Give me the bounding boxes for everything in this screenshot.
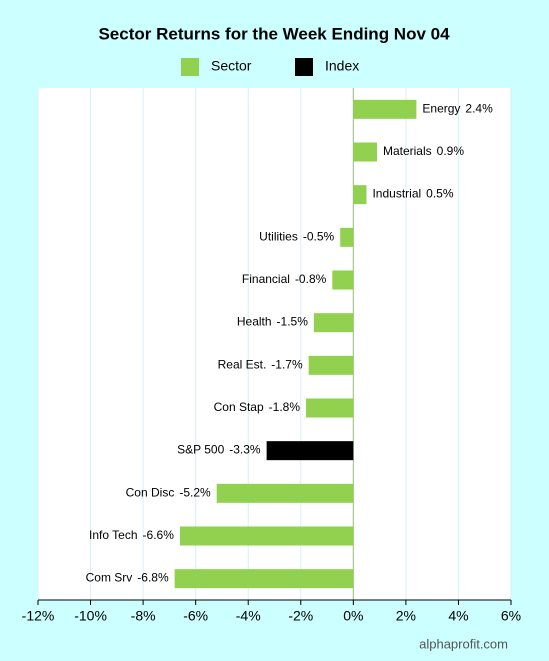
bar: [332, 270, 354, 290]
x-tick-label: -12%: [22, 608, 55, 624]
bar: [353, 142, 377, 162]
bar: [340, 227, 354, 247]
category-label: Financial: [242, 272, 290, 286]
value-label: 2.4%: [465, 102, 493, 116]
value-label: -1.5%: [277, 315, 309, 329]
category-label: Energy: [422, 102, 460, 116]
category-label: Con Disc: [126, 486, 175, 500]
bar: [313, 313, 354, 333]
x-tick-label: 2%: [396, 608, 416, 624]
category-label: Utilities: [259, 230, 298, 244]
category-label: Materials: [383, 144, 432, 158]
bar-label: Health -1.5%: [237, 315, 308, 329]
bar: [216, 483, 354, 503]
bar: [353, 185, 367, 205]
bar-label: Energy 2.4%: [422, 102, 493, 116]
category-label: Com Srv: [86, 571, 133, 585]
x-tick-label: 6%: [501, 608, 521, 624]
legend-swatch: [295, 58, 313, 76]
bar: [266, 441, 354, 461]
legend-swatch: [181, 58, 199, 76]
plot-area: [38, 88, 511, 600]
category-label: Con Stap: [214, 400, 264, 414]
bar-label: S&P 500 -3.3%: [177, 443, 261, 457]
value-label: -0.8%: [295, 272, 327, 286]
value-label: -5.2%: [179, 486, 211, 500]
x-tick-label: -2%: [288, 608, 313, 624]
legend-label: Index: [325, 58, 359, 74]
bar-label: Utilities -0.5%: [259, 230, 334, 244]
x-tick-label: -6%: [183, 608, 208, 624]
bar-label: Con Stap -1.8%: [214, 400, 301, 414]
category-label: S&P 500: [177, 443, 224, 457]
category-label: Health: [237, 315, 272, 329]
value-label: -1.8%: [269, 400, 301, 414]
source: alphaprofit.com: [419, 636, 508, 651]
bar: [306, 398, 354, 418]
bar-label: Industrial 0.5%: [372, 187, 453, 201]
value-label: 0.5%: [426, 187, 454, 201]
bar: [353, 99, 417, 119]
legend-label: Sector: [211, 58, 252, 74]
x-tick-label: 0%: [343, 608, 363, 624]
value-label: -3.3%: [229, 443, 261, 457]
bar: [174, 569, 354, 589]
value-label: -6.8%: [137, 571, 169, 585]
value-label: -1.7%: [271, 358, 303, 372]
value-label: -6.6%: [143, 528, 175, 542]
value-label: -0.5%: [303, 230, 335, 244]
bar-label: Materials 0.9%: [383, 144, 464, 158]
chart-title: Sector Returns for the Week Ending Nov 0…: [98, 24, 450, 43]
category-label: Industrial: [372, 187, 421, 201]
bar-label: Com Srv -6.8%: [86, 571, 169, 585]
x-tick-label: 4%: [448, 608, 468, 624]
bar-label: Info Tech -6.6%: [89, 528, 174, 542]
bar-label: Financial -0.8%: [242, 272, 327, 286]
bar-label: Real Est. -1.7%: [218, 358, 303, 372]
bar: [308, 355, 354, 375]
bar-label: Con Disc -5.2%: [126, 486, 211, 500]
category-label: Real Est.: [218, 358, 267, 372]
x-tick-label: -4%: [236, 608, 261, 624]
x-tick-label: -8%: [131, 608, 156, 624]
x-tick-label: -10%: [74, 608, 107, 624]
value-label: 0.9%: [437, 144, 465, 158]
category-label: Info Tech: [89, 528, 137, 542]
bar: [179, 526, 354, 546]
